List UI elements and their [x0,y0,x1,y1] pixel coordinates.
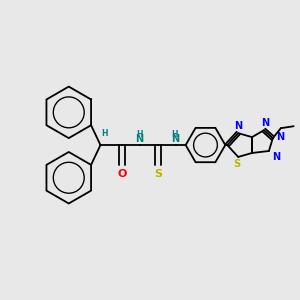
Text: H: H [101,129,108,138]
Text: N: N [171,134,179,144]
Text: N: N [272,152,280,162]
Text: S: S [154,169,162,179]
Text: O: O [118,169,127,179]
Text: N: N [261,118,269,128]
Text: N: N [234,121,242,131]
Text: N: N [135,134,143,144]
Text: H: H [172,130,178,139]
Text: N: N [276,132,284,142]
Text: H: H [136,130,142,139]
Text: S: S [234,159,241,169]
